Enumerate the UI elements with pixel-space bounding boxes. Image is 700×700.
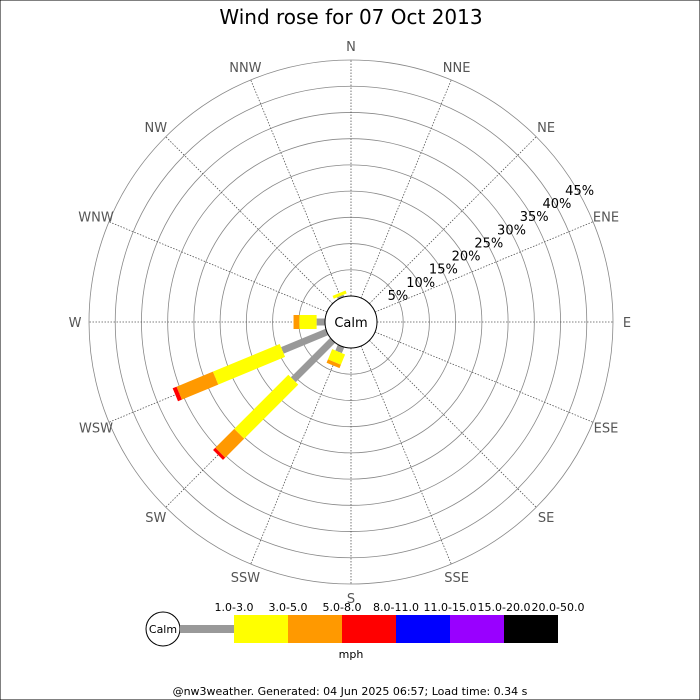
bar-ssw-bin-1 [335,344,345,354]
ring-label-1: 5% [388,289,409,304]
wind-bars [172,290,347,460]
legend-label-3: 5.0-8.0 [323,601,362,614]
bar-wsw-bin-3 [176,371,219,400]
direction-label-nw: NW [145,121,168,136]
spoke-sse [360,345,452,565]
ring-label-8: 40% [542,197,571,212]
spoke-ne [369,136,537,304]
spoke-wnw [108,221,328,313]
bar-nnw-bin-2 [332,290,347,299]
legend-label-5: 11.0-15.0 [424,601,477,614]
ring-label-4: 20% [452,250,481,265]
direction-label-ese: ESE [594,422,619,437]
bar-sw-bin-2 [234,374,299,439]
ring-label-2: 10% [406,276,435,291]
legend-units: mph [339,648,364,661]
calm-label: Calm [334,316,367,331]
direction-label-wsw: WSW [79,422,113,437]
direction-label-ssw: SSW [231,571,261,586]
bar-sw-bin-1 [290,337,336,383]
bar-wsw-bin-1 [281,328,329,354]
calm-circle [324,295,378,349]
direction-label-n: N [346,40,356,55]
legend-label-2: 3.0-5.0 [269,601,308,614]
bar-wsw-bin-4 [172,386,182,402]
legend-swatch-5 [396,615,450,643]
footer-text: @nw3weather. Generated: 04 Jun 2025 06:5… [173,685,528,698]
direction-label-sw: SW [145,511,166,526]
spoke-nnw [250,79,342,299]
legend-label-6: 15.0-20.0 [478,601,531,614]
legend-swatch-3 [288,615,342,643]
direction-label-ene: ENE [593,210,619,225]
ring-label-6: 30% [497,223,526,238]
spoke-nw [165,136,333,304]
direction-label-wnw: WNW [78,210,114,225]
legend-label-1: 1.0-3.0 [215,601,254,614]
direction-label-se: SE [538,511,554,526]
direction-labels: N NNE NE ENE E ESE SE SSE S SSW SW WSW W WNW NW NNW [69,40,632,607]
bar-ssw-bin-3 [326,359,341,369]
ring-label-9: 45% [565,184,594,199]
spoke-se [369,340,537,508]
chart-title: Wind rose for 07 Oct 2013 [219,5,482,29]
legend-swatch-7 [504,615,558,643]
grid-ring-8 [114,85,588,559]
direction-label-nnw: NNW [229,61,261,76]
legend-label-4: 8.0-11.0 [373,601,419,614]
bar-wsw-bin-2 [212,343,286,385]
spoke-ssw [250,345,342,565]
legend: Calm mph 1.0-3.0 3.0-5.0 5.0-8.0 8.0-11.0 11… [145,601,585,661]
ring-label-7: 35% [520,210,549,225]
grid-ring-5 [193,164,509,480]
legend-calm-label: Calm [149,623,177,636]
bar-sw-bin-4 [213,447,226,460]
direction-label-e: E [623,316,631,331]
direction-label-nne: NNE [443,61,471,76]
legend-swatch-4 [342,615,396,643]
grid-ring-9 [88,59,614,585]
legend-label-7: 20.0-50.0 [532,601,585,614]
direction-label-sse: SSE [444,571,469,586]
ring-label-5: 25% [474,236,503,251]
bar-ssw-bin-2 [327,349,346,365]
legend-swatch-2 [234,615,288,643]
ring-label-3: 15% [429,263,458,278]
bar-sw-bin-3 [215,428,245,458]
ring-labels: 5%10%15%20%25%30%35%40%45% [388,184,594,304]
direction-label-w: W [69,316,82,331]
calm-center: Calm [324,295,378,349]
spoke-ene [374,221,594,313]
legend-swatch-6 [450,615,504,643]
spoke-nne [360,79,452,299]
legend-swatch-1 [180,625,234,633]
direction-label-ne: NE [537,121,555,136]
direction-label-s: S [347,592,355,607]
grid-ring-4 [219,190,483,454]
spoke-ese [374,331,594,423]
